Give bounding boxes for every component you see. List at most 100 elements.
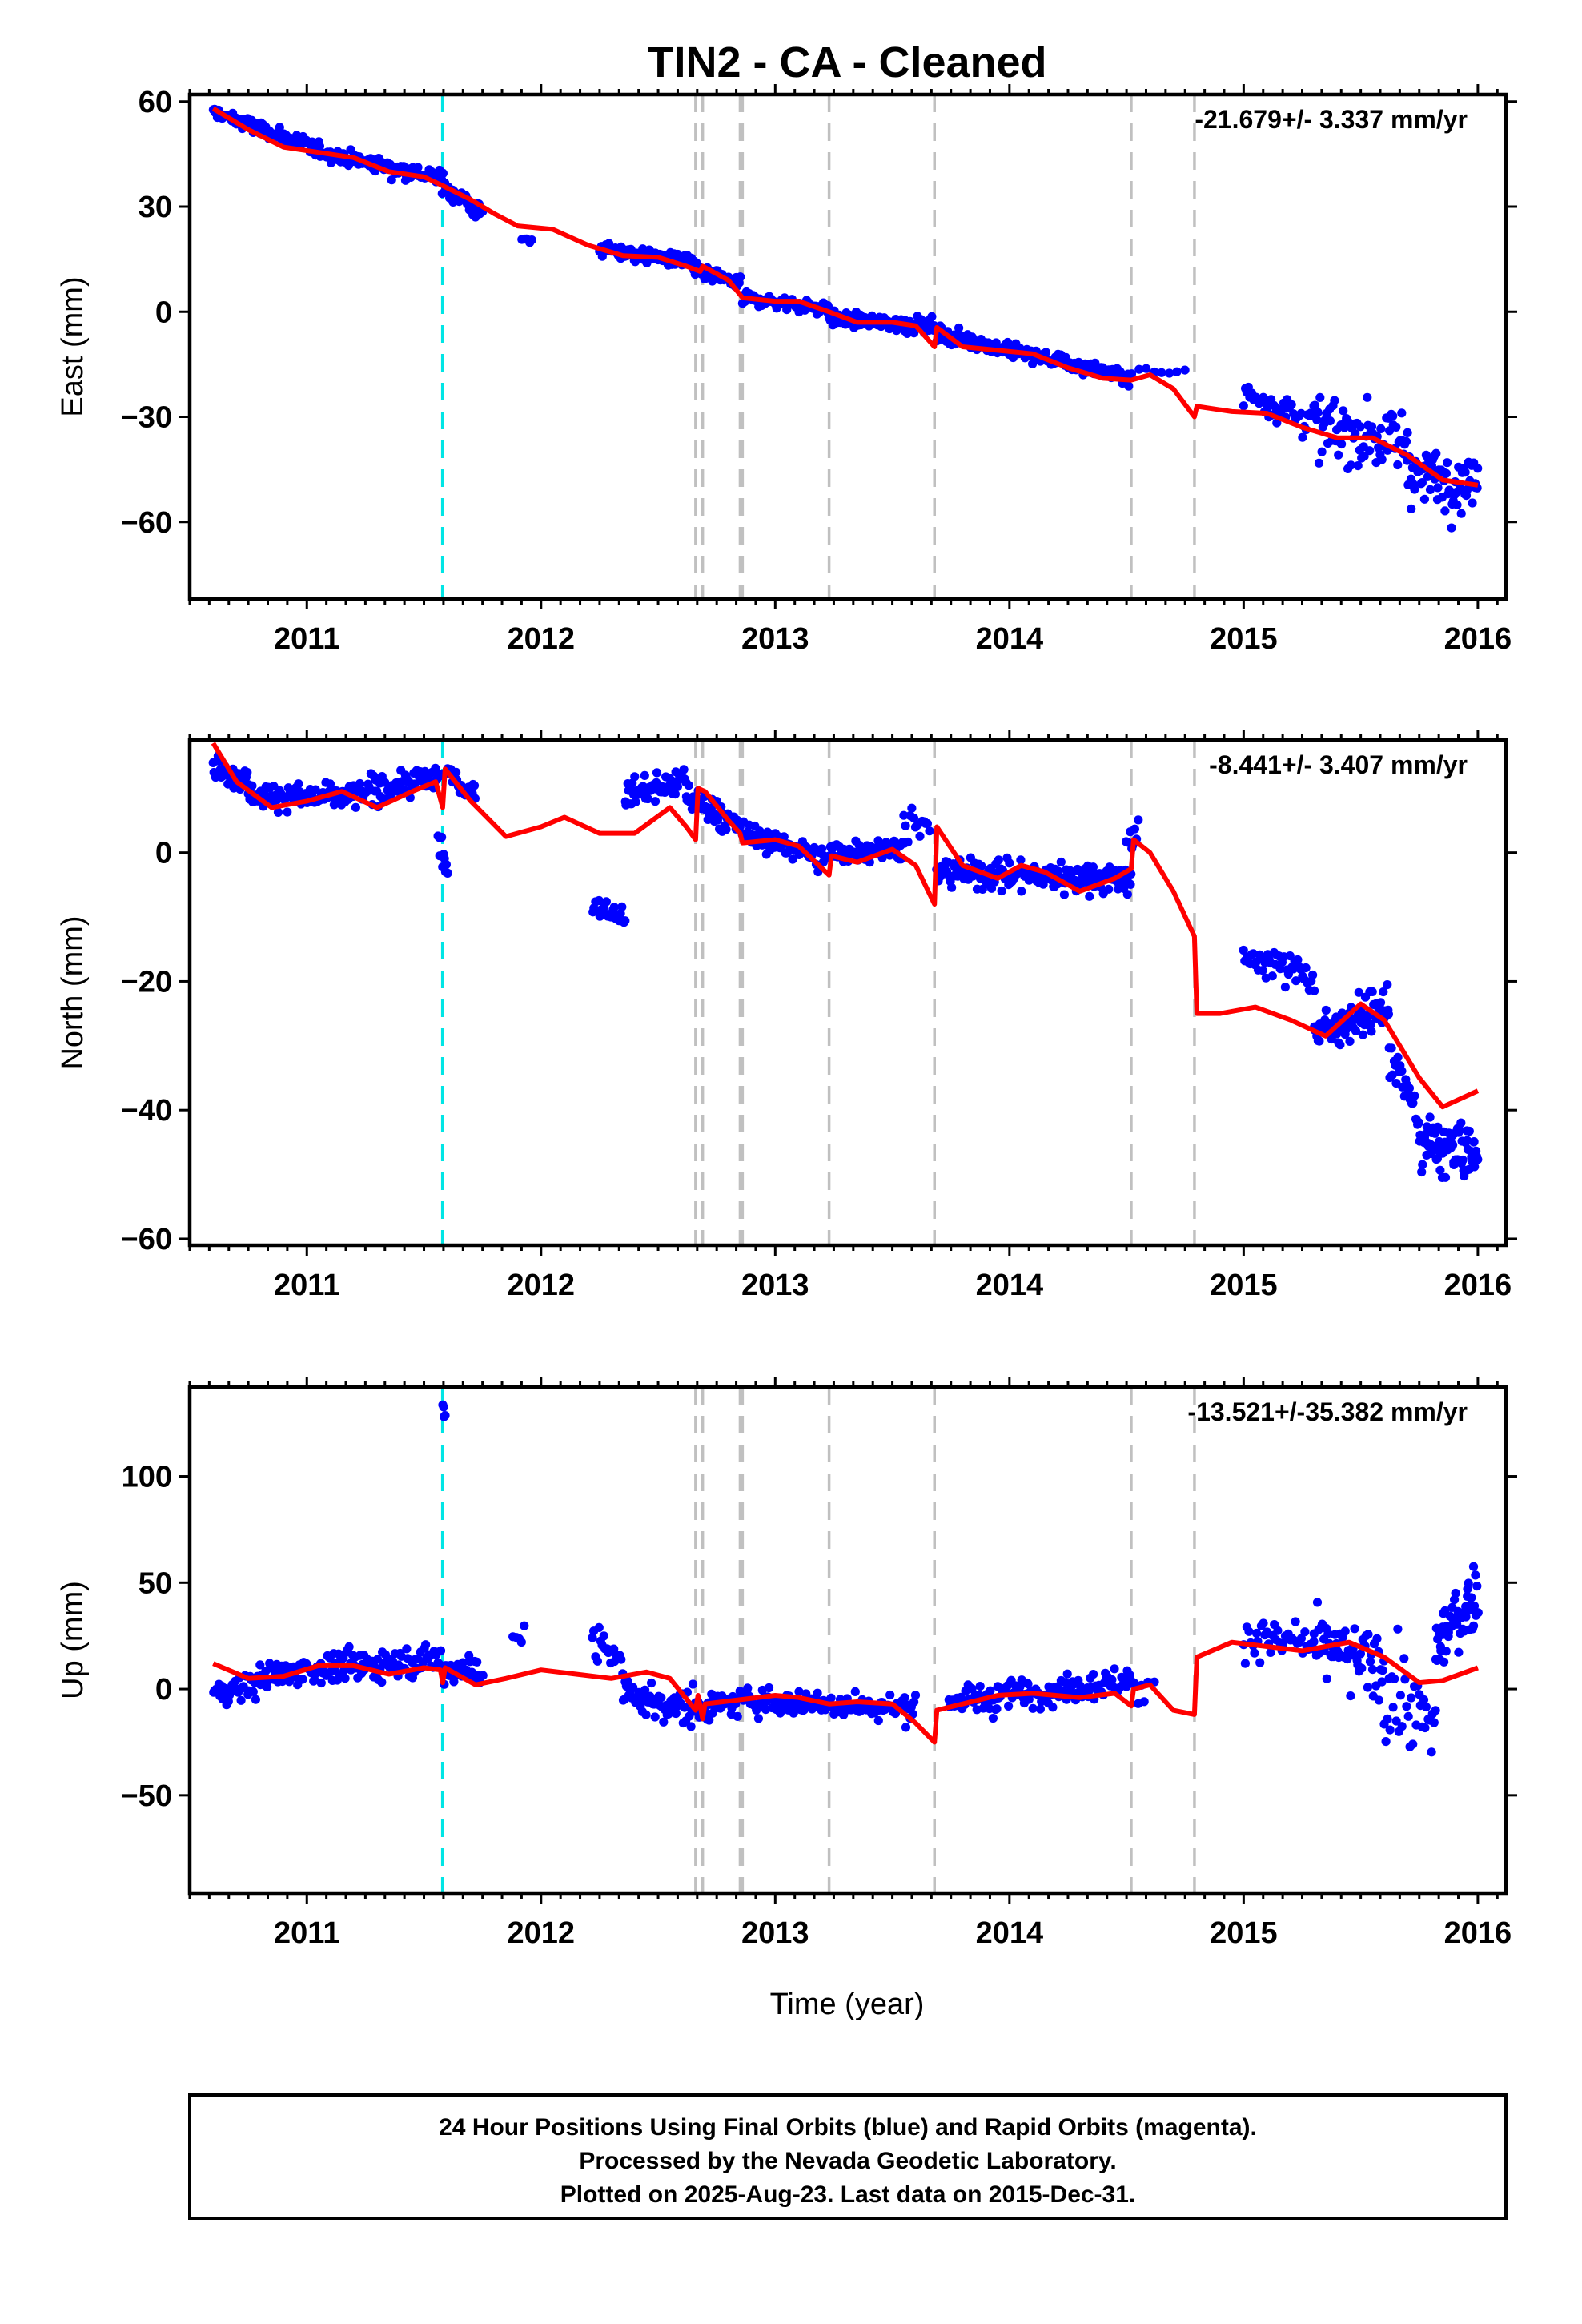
data-point — [986, 1686, 995, 1695]
y-tick-label: 100 — [122, 1461, 172, 1494]
data-point — [817, 844, 827, 854]
data-point — [1366, 1019, 1375, 1029]
data-point — [1377, 1677, 1387, 1687]
data-point — [1293, 955, 1303, 965]
data-point — [594, 1622, 604, 1632]
data-point — [1363, 1683, 1372, 1692]
data-point — [1455, 1125, 1464, 1135]
data-point — [1469, 1137, 1479, 1147]
data-point — [1471, 1570, 1480, 1580]
data-point — [1385, 1725, 1395, 1735]
data-point — [1240, 1659, 1250, 1668]
data-point — [1365, 1657, 1375, 1667]
data-point — [1062, 1669, 1072, 1679]
data-point — [1393, 460, 1403, 470]
data-point — [1310, 400, 1320, 410]
data-point — [1400, 1675, 1410, 1684]
data-point — [594, 895, 604, 906]
data-point — [1473, 464, 1483, 473]
x-tick-label: 2011 — [274, 622, 339, 656]
data-point — [1469, 1621, 1479, 1630]
data-point — [925, 826, 934, 836]
data-point — [298, 1675, 307, 1684]
y-tick-label: −20 — [121, 965, 172, 999]
data-point — [954, 323, 964, 333]
data-point — [1456, 1118, 1466, 1128]
rate-annotation: -21.679+/- 3.337 mm/yr — [1195, 105, 1468, 134]
data-point — [736, 272, 745, 282]
data-point — [436, 1646, 446, 1655]
data-point — [1351, 1026, 1361, 1035]
data-point — [1180, 365, 1190, 375]
data-point — [1468, 498, 1477, 508]
data-point — [1473, 1608, 1483, 1618]
data-point — [788, 854, 797, 864]
x-axis-label: Time (year) — [770, 1988, 925, 2021]
data-point — [1391, 1716, 1401, 1726]
y-tick-label: −50 — [121, 1779, 172, 1813]
data-point — [1388, 411, 1398, 421]
data-point — [1142, 364, 1151, 373]
data-point — [1365, 446, 1375, 456]
data-point — [647, 1678, 656, 1688]
data-point — [431, 763, 440, 774]
data-point — [1387, 1043, 1396, 1053]
data-point — [994, 855, 1003, 865]
data-point — [616, 909, 625, 919]
data-point — [1287, 400, 1296, 409]
plot-frame — [187, 92, 1508, 601]
data-point — [1122, 890, 1132, 899]
data-point — [764, 1683, 774, 1693]
data-point — [1322, 1674, 1331, 1683]
data-point — [351, 802, 360, 812]
data-point — [1335, 1040, 1345, 1050]
data-point — [671, 1708, 681, 1719]
plot-area-up — [209, 1387, 1483, 1893]
data-point — [1358, 1030, 1367, 1039]
data-point — [243, 767, 252, 778]
data-point — [437, 832, 447, 842]
data-point — [1429, 1718, 1439, 1727]
data-point — [1157, 368, 1166, 377]
data-point — [1451, 1588, 1460, 1598]
data-point — [1130, 1679, 1139, 1688]
data-point — [1463, 485, 1472, 495]
data-point — [688, 1679, 698, 1689]
data-point — [1255, 1658, 1265, 1667]
data-point — [1410, 485, 1419, 494]
data-point — [1310, 986, 1319, 995]
data-point — [620, 916, 630, 926]
y-tick-label: −40 — [121, 1094, 172, 1128]
data-point — [826, 1693, 836, 1703]
data-point — [901, 1723, 911, 1732]
data-point — [1441, 1647, 1451, 1656]
data-point — [1393, 1624, 1403, 1634]
data-point — [441, 860, 452, 870]
x-tick-label: 2013 — [741, 1269, 809, 1302]
data-point — [977, 861, 986, 870]
data-point — [278, 1676, 287, 1687]
data-point — [1395, 1691, 1405, 1700]
data-point — [907, 803, 917, 813]
data-point — [1056, 857, 1066, 867]
data-point — [1267, 971, 1277, 981]
data-point — [1028, 1703, 1038, 1713]
data-point — [1388, 1703, 1398, 1712]
data-point — [1403, 428, 1412, 438]
x-tick-label: 2012 — [508, 622, 576, 656]
data-point — [1433, 1122, 1443, 1132]
data-point — [1130, 824, 1139, 834]
y-axis-label: Up (mm) — [56, 1581, 90, 1699]
data-point — [743, 1683, 753, 1693]
data-point — [1452, 500, 1462, 510]
data-point — [794, 1687, 804, 1696]
x-tick-label: 2016 — [1444, 1269, 1512, 1302]
data-point — [1363, 392, 1372, 402]
x-tick-label: 2012 — [508, 1269, 576, 1302]
data-point — [1321, 1005, 1331, 1015]
data-point — [377, 1678, 387, 1687]
data-point — [1441, 468, 1451, 478]
data-point — [1314, 458, 1324, 468]
data-point — [1375, 998, 1386, 1007]
data-point — [1379, 987, 1388, 997]
